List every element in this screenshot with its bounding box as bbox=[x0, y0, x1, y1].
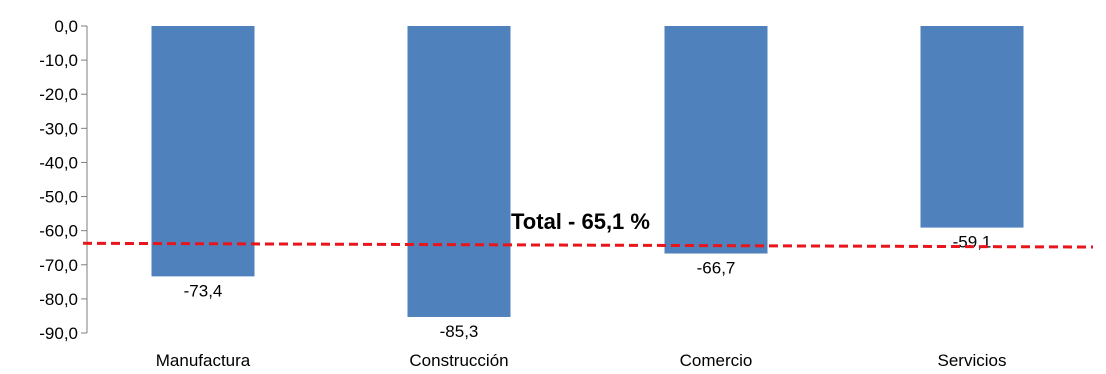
category-label: Servicios bbox=[938, 351, 1007, 370]
bars bbox=[151, 26, 1024, 317]
y-tick-label: 0,0 bbox=[54, 17, 78, 36]
y-axis: 0,0 -10,0 -20,0 -30,0 -40,0 -50,0 -60,0 -70,0 -8… bbox=[39, 17, 88, 343]
category-label: Manufactura bbox=[156, 351, 251, 370]
total-annotation: Total - 65,1 % bbox=[511, 209, 650, 234]
total-reference-line bbox=[82, 241, 1094, 249]
y-tick-label: -20,0 bbox=[39, 85, 78, 104]
category-labels: Manufactura Construcción Comercio Servicios bbox=[156, 351, 1007, 370]
category-label: Construcción bbox=[409, 351, 508, 370]
y-tick-label: -50,0 bbox=[39, 188, 78, 207]
y-tick-label: -90,0 bbox=[39, 324, 78, 343]
y-tick-label: -30,0 bbox=[39, 119, 78, 138]
data-label: -66,7 bbox=[697, 259, 736, 278]
y-tick-label: -10,0 bbox=[39, 51, 78, 70]
data-labels: -73,4 -85,3 -66,7 -59,1 bbox=[184, 233, 992, 341]
bar bbox=[407, 26, 511, 317]
y-tick-label: -70,0 bbox=[39, 256, 78, 275]
y-tick-label: -80,0 bbox=[39, 290, 78, 309]
bar bbox=[920, 26, 1024, 228]
bar bbox=[664, 26, 768, 254]
category-label: Comercio bbox=[680, 351, 753, 370]
data-label: -59,1 bbox=[953, 233, 992, 252]
data-label: -73,4 bbox=[184, 281, 223, 300]
y-tick-label: -40,0 bbox=[39, 153, 78, 172]
data-label: -85,3 bbox=[440, 322, 479, 341]
bar bbox=[151, 26, 255, 277]
y-tick-label: -60,0 bbox=[39, 222, 78, 241]
